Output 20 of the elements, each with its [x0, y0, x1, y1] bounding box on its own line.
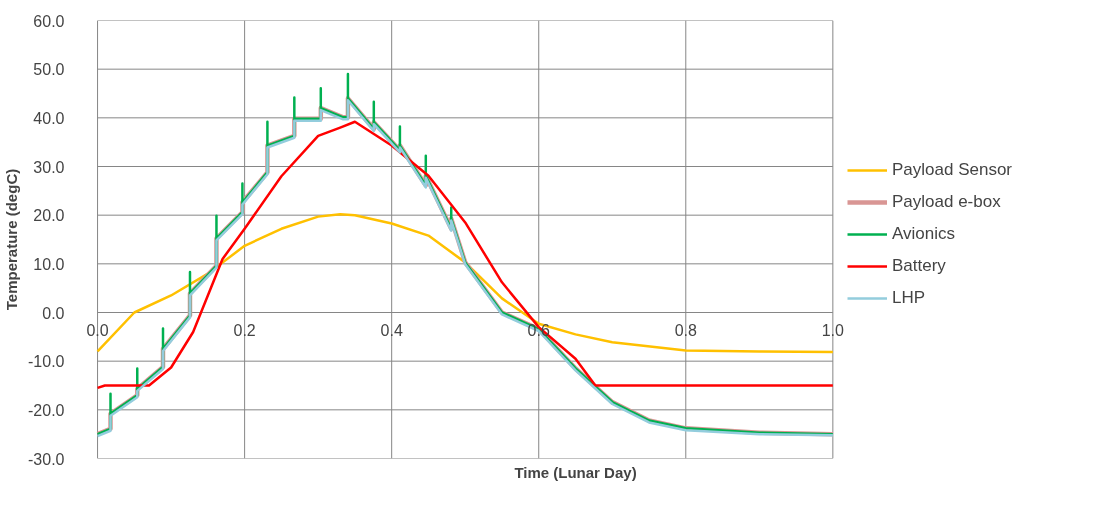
legend-label: Battery — [892, 256, 946, 276]
y-tick-label: 50.0 — [33, 61, 65, 79]
legend-label: Payload e-box — [892, 192, 1001, 212]
x-tick-label: 0.8 — [674, 321, 698, 339]
y-tick-label: -10.0 — [28, 353, 65, 371]
x-tick-label: 1.0 — [821, 321, 845, 339]
y-tick-label: 20.0 — [33, 207, 65, 225]
x-axis-title: Time (Lunar Day) — [514, 463, 637, 481]
legend-label: Payload Sensor — [892, 160, 1013, 180]
y-tick-label: -30.0 — [28, 450, 65, 468]
legend-label: LHP — [892, 288, 926, 308]
y-tick-label: 10.0 — [33, 255, 65, 273]
y-axis-title: Temperature (degC) — [3, 168, 21, 311]
y-tick-label: 30.0 — [33, 158, 65, 176]
legend-label: Avionics — [892, 224, 955, 244]
y-tick-label: 0.0 — [42, 304, 65, 322]
y-tick-label: -20.0 — [28, 401, 65, 419]
y-tick-label: 60.0 — [33, 12, 65, 30]
y-tick-label: 40.0 — [33, 109, 65, 127]
x-tick-label: 0.4 — [380, 321, 403, 339]
